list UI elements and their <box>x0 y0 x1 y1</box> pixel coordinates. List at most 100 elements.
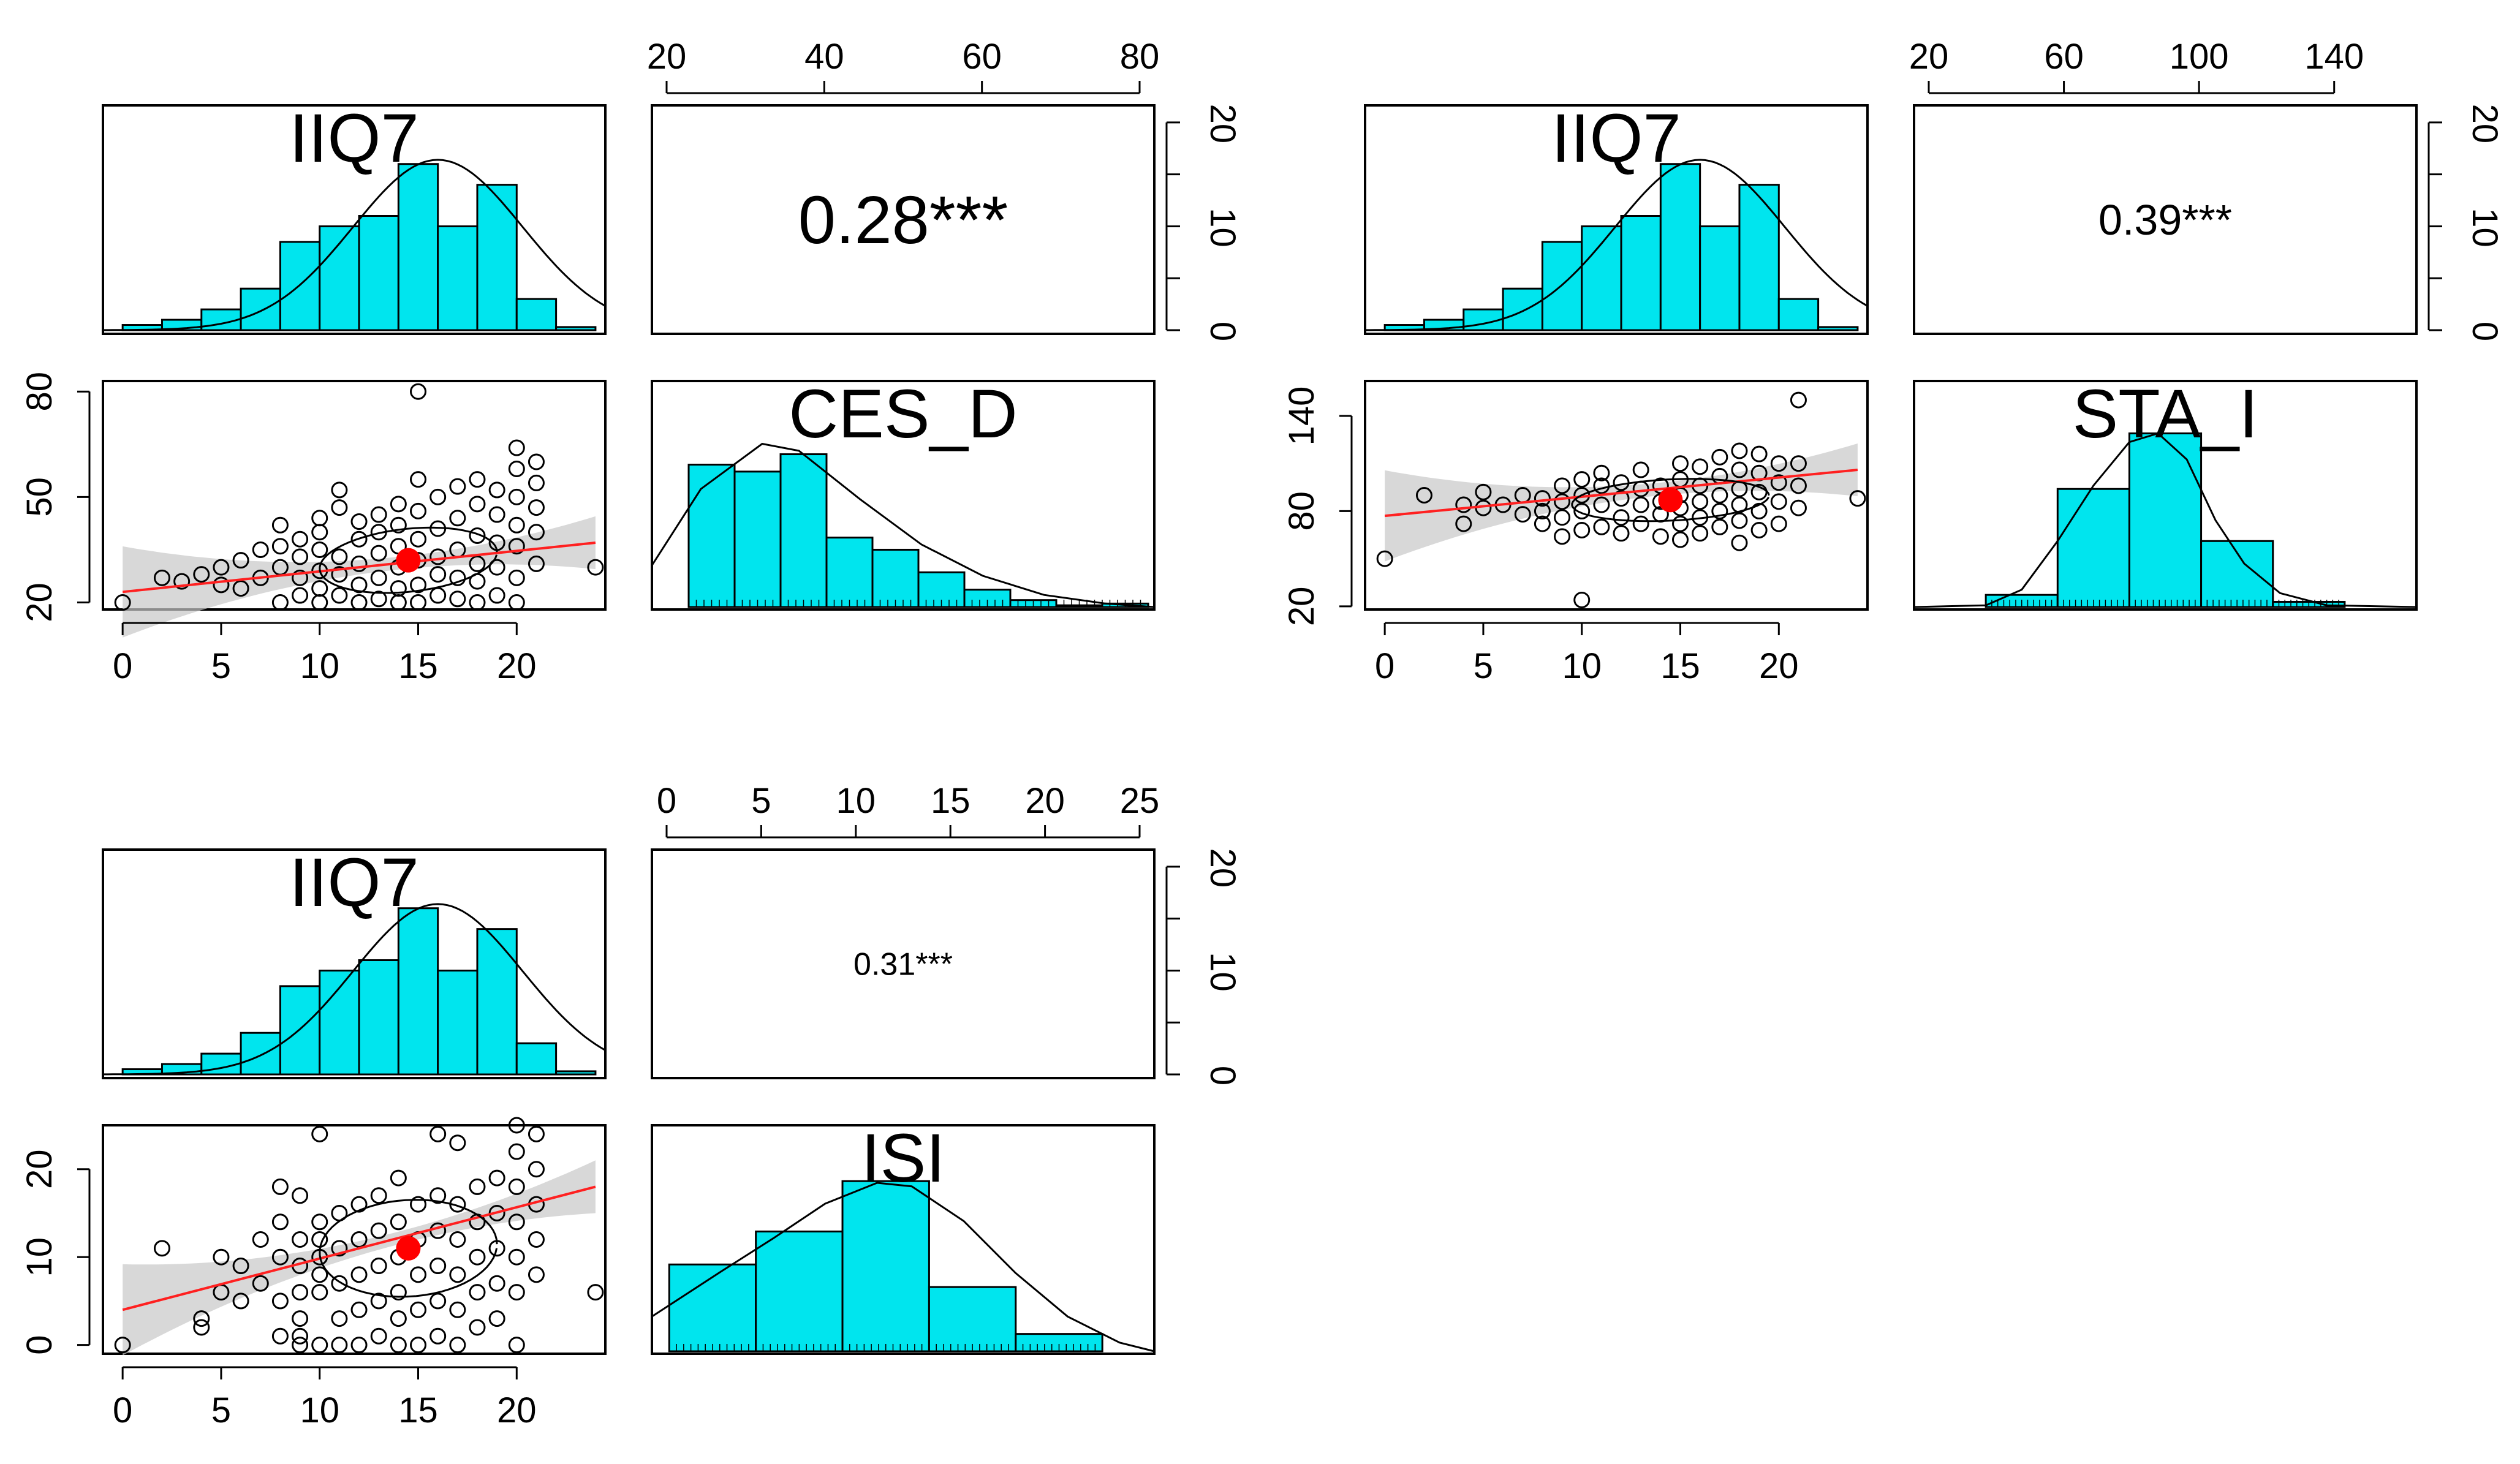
data-point <box>331 481 348 499</box>
data-point <box>1750 521 1768 538</box>
data-point <box>508 1248 525 1266</box>
top-axis-label: 60 <box>2044 37 2084 77</box>
top-axis-label: 0 <box>657 781 676 821</box>
top-axis-label: 10 <box>836 781 876 821</box>
data-point <box>1632 515 1649 532</box>
data-point <box>292 1327 309 1345</box>
panel-frame <box>651 104 1156 335</box>
scatter-matrix-3: IIQ7 0 10 20 0.31*** 0 5 10 15 20 25 0 10 20 0 5 10 15 20 I… <box>20 781 1243 1430</box>
data-point <box>331 1337 348 1354</box>
data-point <box>528 1161 545 1178</box>
data-point <box>528 555 545 572</box>
iiq7-hist-bar <box>1502 287 1543 331</box>
mean-point <box>396 548 421 573</box>
data-point <box>488 506 505 523</box>
data-point <box>390 580 407 597</box>
iiq7-variable-label: IIQ7 <box>289 100 419 176</box>
panel-frame <box>1364 104 1869 335</box>
x-axis-label: 10 <box>1562 646 1602 686</box>
data-point <box>271 1178 289 1195</box>
variable-density-curve <box>651 442 1155 608</box>
x-axis-label: 0 <box>113 1390 132 1430</box>
panel-frame <box>1913 104 2418 335</box>
iiq7-hist-bar <box>1620 215 1662 331</box>
data-point <box>449 1231 466 1248</box>
data-point <box>370 591 387 608</box>
count-axis-label: 20 <box>1203 848 1243 888</box>
data-point <box>469 471 486 488</box>
data-point <box>410 530 427 548</box>
data-point <box>528 499 545 516</box>
iiq7-hist-bar <box>240 1032 281 1076</box>
data-point <box>1593 518 1610 535</box>
data-point <box>469 496 486 513</box>
data-point <box>410 594 427 611</box>
data-point <box>508 1117 525 1134</box>
data-point <box>370 1187 387 1204</box>
data-point <box>232 580 249 597</box>
data-point <box>1554 493 1571 510</box>
data-point <box>1534 490 1551 507</box>
data-point <box>350 576 368 594</box>
data-point <box>508 439 525 456</box>
x-axis-label: 0 <box>113 646 132 686</box>
data-point <box>488 587 505 604</box>
data-point <box>292 548 309 565</box>
data-point <box>508 1337 525 1354</box>
data-point <box>370 1292 387 1310</box>
data-point <box>271 1213 289 1231</box>
data-point <box>469 555 486 572</box>
data-point <box>1770 455 1787 472</box>
data-point <box>1554 528 1571 545</box>
data-point <box>1613 509 1630 526</box>
data-point <box>350 1301 368 1318</box>
data-point <box>508 569 525 586</box>
data-point <box>213 576 230 594</box>
data-point <box>232 1258 249 1275</box>
fit-line <box>1384 469 1858 518</box>
data-point <box>311 1337 328 1354</box>
x-axis-label: 15 <box>1660 646 1700 686</box>
iiq7-hist-bar <box>358 959 399 1076</box>
data-point <box>469 1248 486 1266</box>
data-point <box>1711 502 1728 519</box>
data-point <box>1455 515 1472 532</box>
variable-hist-bar <box>841 1180 930 1353</box>
count-axis-label: 20 <box>2465 104 2505 144</box>
count-axis-label: 20 <box>1203 104 1243 144</box>
correlation-value: 0.31*** <box>853 947 953 983</box>
x-axis-label: 20 <box>1759 646 1799 686</box>
data-point <box>252 1275 269 1292</box>
x-axis-label: 10 <box>300 1390 339 1430</box>
data-point <box>1632 461 1649 478</box>
data-point <box>1573 521 1591 538</box>
variable-hist-bar <box>755 1230 844 1353</box>
data-point <box>292 1337 309 1354</box>
variable-label: CES_D <box>789 375 1017 452</box>
data-point <box>449 1266 466 1283</box>
data-point <box>1613 525 1630 542</box>
variable-hist-bar <box>733 470 782 608</box>
variable-hist-bar <box>2128 432 2203 608</box>
data-point <box>1573 502 1591 519</box>
iiq7-hist-bar <box>397 163 439 331</box>
data-point <box>1593 496 1610 513</box>
top-axis-label: 25 <box>1120 781 1160 821</box>
variable-hist-bar <box>928 1286 1017 1353</box>
data-point <box>350 530 368 548</box>
data-point <box>1711 448 1728 466</box>
data-point <box>1692 493 1709 510</box>
y-axis-label: 80 <box>1282 491 1322 531</box>
iiq7-hist-bar <box>1659 163 1701 331</box>
data-point <box>1376 550 1393 567</box>
data-point <box>1692 458 1709 475</box>
y-axis-label: 0 <box>20 1335 59 1355</box>
iiq7-hist-bar <box>1738 184 1780 331</box>
data-point <box>488 481 505 499</box>
x-axis-label: 20 <box>497 1390 537 1430</box>
data-point <box>449 591 466 608</box>
variable-density-curve <box>1913 432 2417 608</box>
y-axis-label: 20 <box>20 583 59 622</box>
data-point <box>271 1248 289 1266</box>
